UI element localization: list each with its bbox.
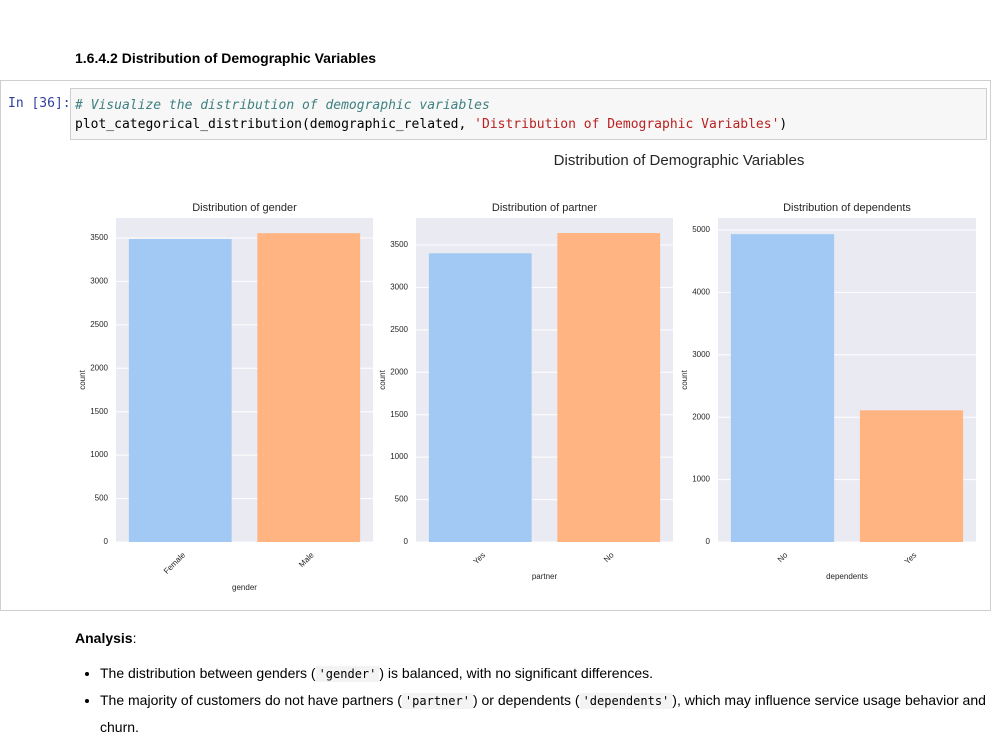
analysis-colon: : [132, 630, 137, 646]
inline-code: 'gender' [315, 666, 380, 682]
code-token: ) [779, 117, 788, 132]
bullet-text: The distribution between genders ( [100, 665, 316, 681]
bar [557, 233, 661, 542]
x-tick-label: Male [297, 550, 316, 569]
section-heading: 1.6.4.2 Distribution of Demographic Vari… [75, 50, 377, 66]
analysis-bullet: The majority of customers do not have pa… [100, 687, 1000, 740]
code-line: plot_categorical_distribution(demographi… [75, 115, 982, 134]
bullet-text: ) is balanced, with no significant diffe… [379, 665, 654, 681]
bar [128, 239, 232, 542]
chart-title: Distribution of partner [492, 202, 597, 214]
x-tick-label: No [776, 550, 790, 564]
y-tick-label: 2500 [90, 320, 108, 329]
y-axis-label: count [378, 369, 387, 389]
x-tick-label: Yes [903, 551, 919, 567]
bullet-text: ), which may influence service usage beh… [100, 692, 986, 735]
code-cell [0, 80, 991, 611]
code-token: plot_categorical_distribution(demographi… [75, 117, 475, 132]
y-tick-label: 2000 [90, 363, 108, 372]
chart-title: Distribution of gender [192, 202, 297, 214]
y-tick-label: 2000 [390, 367, 408, 376]
input-prompt: In [36]: [8, 96, 71, 111]
y-tick-label: 0 [104, 537, 109, 546]
y-axis-label: count [680, 369, 689, 389]
y-tick-label: 4000 [692, 287, 710, 296]
y-tick-label: 3500 [90, 233, 108, 242]
inline-code: 'partner' [401, 693, 473, 709]
y-tick-label: 3000 [390, 283, 408, 292]
code-token: # Visualize the distribution of demograp… [75, 98, 490, 113]
y-tick-label: 3000 [692, 350, 710, 359]
inline-code: 'dependents' [579, 693, 673, 709]
x-tick-label: Female [162, 550, 188, 576]
bar [428, 253, 532, 542]
y-tick-label: 2000 [692, 412, 710, 421]
y-tick-label: 500 [395, 495, 409, 504]
bar [730, 234, 835, 543]
analysis-heading: Analysis: [75, 630, 136, 646]
y-tick-label: 1500 [90, 407, 108, 416]
x-tick-label: No [602, 550, 616, 564]
analysis-list: The distribution between genders ('gende… [82, 660, 1000, 740]
code-input[interactable]: # Visualize the distribution of demograp… [70, 88, 987, 140]
bar [257, 233, 361, 543]
x-axis-label: gender [232, 583, 257, 592]
y-tick-label: 2500 [390, 325, 408, 334]
x-tick-label: Yes [472, 551, 488, 567]
y-tick-label: 500 [95, 494, 109, 503]
x-axis-label: dependents [826, 572, 868, 581]
analysis-label: Analysis [75, 630, 133, 646]
y-tick-label: 1000 [390, 452, 408, 461]
figure-title: Distribution of Demographic Variables [554, 152, 805, 169]
y-tick-label: 1000 [692, 475, 710, 484]
chart-title: Distribution of dependents [783, 202, 911, 214]
analysis-bullet: The distribution between genders ('gende… [100, 660, 1000, 687]
y-tick-label: 5000 [692, 225, 710, 234]
code-token: 'Distribution of Demographic Variables' [474, 117, 780, 132]
y-tick-label: 0 [706, 537, 711, 546]
bullet-text: ) or dependents ( [472, 692, 580, 708]
y-tick-label: 3500 [390, 240, 408, 249]
y-axis-label: count [78, 369, 87, 389]
y-tick-label: 1000 [90, 450, 108, 459]
y-tick-label: 3000 [90, 277, 108, 286]
x-axis-label: partner [532, 572, 558, 581]
y-tick-label: 0 [404, 537, 409, 546]
y-tick-label: 1500 [390, 410, 408, 419]
bullet-text: The majority of customers do not have pa… [100, 692, 402, 708]
bar [859, 410, 964, 542]
code-line: # Visualize the distribution of demograp… [75, 96, 982, 115]
